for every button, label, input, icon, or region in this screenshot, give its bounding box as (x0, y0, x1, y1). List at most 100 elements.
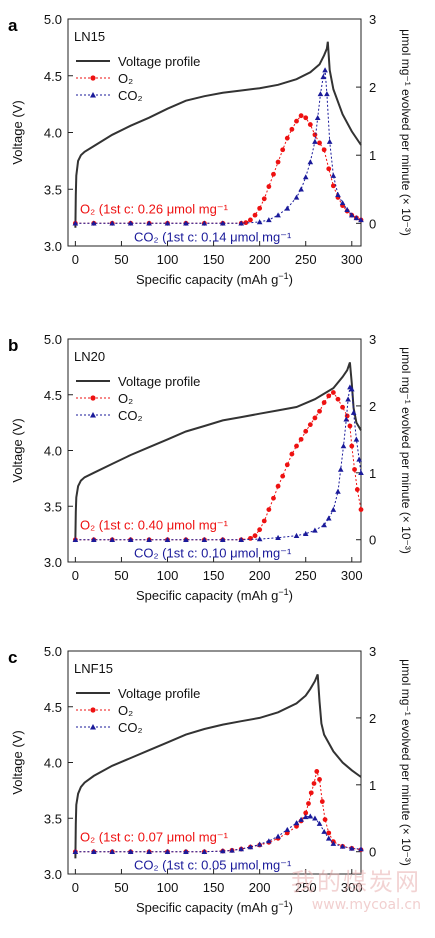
co2-point (321, 828, 327, 834)
o2-point (271, 495, 276, 501)
o2-point (354, 487, 360, 492)
co2-point (72, 536, 79, 542)
y-right-tick-label: 3 (369, 644, 376, 659)
co2-point (330, 840, 337, 846)
x-axis-label-sup: −1 (278, 271, 288, 281)
co2-point (302, 174, 309, 180)
o2-point (298, 113, 304, 119)
co2-point (330, 172, 337, 178)
y-left-tick-label: 5.0 (44, 12, 62, 27)
y-left-tick-label: 4.0 (44, 444, 62, 459)
o2-point (317, 140, 322, 146)
o2-point (347, 423, 353, 429)
y-left-tick-label: 4.5 (44, 388, 62, 403)
o2-point (340, 404, 345, 410)
co2-point (256, 841, 263, 847)
co2-point (325, 835, 332, 841)
o2-point (303, 428, 309, 434)
chart-panel-a: a LN15 0 50 100 150 200 250 300 Specific capacity… (8, 12, 413, 287)
o2-point (303, 115, 309, 121)
co2-point (312, 138, 318, 144)
o2-point (349, 443, 355, 449)
y-left-tick-label: 5.0 (44, 644, 62, 659)
co2-point (348, 212, 355, 218)
y-right-tick-label: 0 (369, 216, 376, 231)
y-left-tick-label: 5.0 (44, 332, 62, 347)
co2-point (90, 848, 97, 854)
co2-point (335, 191, 341, 197)
legend-voltage-label: Voltage profile (118, 686, 200, 701)
o2-point (257, 205, 263, 211)
co2-point (344, 206, 350, 212)
co2-point (322, 67, 328, 73)
co2-point (275, 833, 281, 839)
co2-point (302, 814, 309, 820)
y-right-tick-label: 3 (369, 332, 376, 347)
o2-point (321, 147, 327, 153)
co2-point (127, 848, 134, 854)
x-tick-label: 0 (72, 880, 79, 895)
o2-point (280, 147, 286, 153)
o2-point (322, 817, 328, 823)
y-right-tick-label: 2 (369, 399, 376, 414)
x-tick-label: 250 (295, 880, 317, 895)
legend-o2-label: O₂ (118, 391, 133, 406)
o2-point (248, 217, 253, 223)
co2-point (238, 536, 245, 542)
sample-label: LN20 (74, 349, 105, 364)
y-left-tick-label: 3.5 (44, 499, 62, 514)
co2-point (247, 844, 254, 850)
co2-point (345, 396, 351, 402)
co2-point (356, 456, 362, 462)
x-tick-label: 200 (249, 568, 271, 583)
co2-point (201, 848, 208, 854)
co2-point (343, 416, 350, 422)
co2-point (90, 536, 97, 542)
o2-point (312, 415, 318, 421)
co2-point (183, 536, 189, 542)
co2-point (146, 848, 152, 854)
y-left-tick-label: 3.0 (44, 239, 62, 254)
sample-label: LNF15 (74, 661, 113, 676)
y-left-tick-label: 3.5 (44, 811, 62, 826)
co2-point (293, 532, 300, 538)
co2-point (314, 114, 321, 120)
y-right-tick-label: 2 (369, 80, 376, 95)
x-tick-label: 250 (295, 568, 317, 583)
co2-point (302, 530, 309, 536)
co2-point (90, 220, 97, 226)
x-tick-label: 150 (203, 252, 225, 267)
co2-point (238, 846, 245, 852)
o2-point (294, 118, 299, 124)
co2-point (275, 534, 281, 540)
co2-point (298, 186, 304, 192)
legend-co2-label: CO₂ (118, 88, 143, 103)
co2-point (325, 515, 332, 521)
co2-point (219, 848, 226, 854)
panel-letter: c (8, 648, 17, 667)
o2-point (319, 799, 325, 804)
y-left-axis-label: Voltage (V) (10, 730, 25, 794)
o2-point (248, 535, 253, 541)
o2-point (335, 396, 341, 402)
o2-point (317, 408, 322, 414)
o2-point (312, 132, 318, 138)
panel-letter: b (8, 336, 18, 355)
co2-point (127, 536, 134, 542)
co2-point (358, 217, 364, 223)
co2-point (348, 845, 355, 851)
o2-point (284, 462, 290, 468)
o2-point (303, 810, 309, 816)
co2-point (238, 220, 245, 226)
y-left-tick-label: 4.0 (44, 756, 62, 771)
o2-point (306, 801, 311, 806)
x-tick-label: 200 (249, 252, 271, 267)
y-left-tick-label: 3.5 (44, 182, 62, 197)
x-tick-label: 50 (114, 252, 128, 267)
y-right-tick-label: 1 (369, 778, 376, 793)
o2-point (330, 183, 336, 189)
legend-o2-label: O₂ (118, 71, 133, 86)
x-axis-label-sup: −1 (278, 899, 288, 909)
o2-point (271, 171, 276, 177)
co2-point (358, 470, 364, 476)
